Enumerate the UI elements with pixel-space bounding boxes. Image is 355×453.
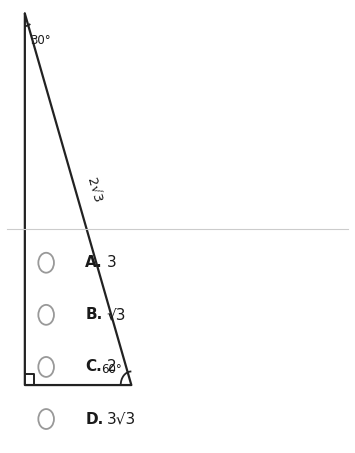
Text: 30°: 30° <box>30 34 51 47</box>
Text: 60°: 60° <box>101 363 122 376</box>
Text: 2: 2 <box>106 359 116 375</box>
Text: 3√3: 3√3 <box>106 411 136 427</box>
Text: A.: A. <box>85 255 103 270</box>
Text: C.: C. <box>85 359 102 375</box>
Text: √3: √3 <box>106 307 126 323</box>
Text: B.: B. <box>85 307 103 323</box>
Text: D.: D. <box>85 411 103 427</box>
Text: 3: 3 <box>106 255 116 270</box>
Text: 2√3: 2√3 <box>84 176 104 204</box>
